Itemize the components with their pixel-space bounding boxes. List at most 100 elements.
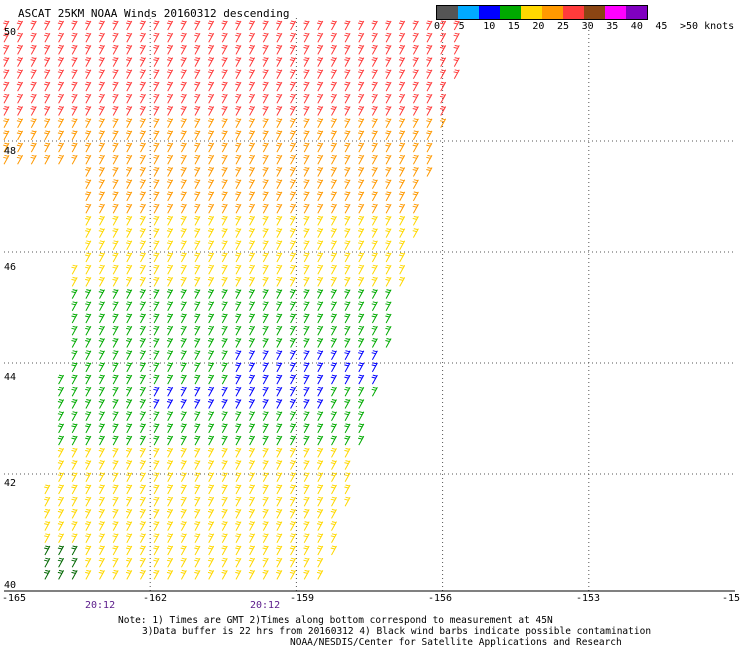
wind-barb bbox=[71, 447, 78, 458]
wind-barb bbox=[344, 325, 351, 336]
wind-barb bbox=[125, 106, 133, 116]
wind-barb bbox=[303, 81, 310, 92]
wind-barb bbox=[344, 423, 351, 434]
wind-barb bbox=[85, 338, 92, 348]
wind-barb bbox=[248, 557, 256, 568]
wind-barb bbox=[453, 20, 460, 31]
wind-barb bbox=[125, 435, 133, 446]
wind-barb bbox=[371, 154, 378, 165]
wind-barb bbox=[276, 460, 283, 470]
wind-barb bbox=[207, 215, 215, 226]
wind-barb bbox=[398, 69, 406, 80]
wind-barb bbox=[385, 313, 392, 324]
lat-label-44: 44 bbox=[4, 372, 17, 383]
wind-barb bbox=[289, 215, 297, 226]
wind-barb bbox=[71, 338, 78, 348]
wind-barb bbox=[98, 93, 105, 104]
wind-barb bbox=[98, 57, 105, 67]
wind-barb bbox=[112, 118, 119, 128]
wind-barb bbox=[262, 20, 269, 31]
wind-barb bbox=[139, 57, 146, 67]
wind-barb bbox=[262, 179, 269, 189]
wind-barb bbox=[426, 57, 433, 67]
note-line-2: 3)Data buffer is 22 hrs from 20160312 4)… bbox=[142, 626, 652, 637]
wind-barb bbox=[85, 130, 92, 141]
wind-barb bbox=[248, 130, 256, 141]
wind-barb bbox=[194, 106, 201, 116]
wind-barb bbox=[139, 521, 146, 531]
wind-barb bbox=[412, 154, 419, 165]
wind-barb bbox=[412, 130, 419, 141]
wind-barb bbox=[207, 460, 215, 470]
wind-barb bbox=[221, 338, 228, 348]
wind-barb bbox=[221, 57, 228, 67]
wind-barb bbox=[180, 130, 187, 141]
wind-barb bbox=[262, 276, 269, 287]
wind-barb bbox=[303, 264, 310, 275]
wind-barb bbox=[207, 179, 215, 189]
wind-barb bbox=[276, 93, 283, 104]
wind-barb bbox=[153, 313, 160, 324]
wind-barb bbox=[289, 521, 297, 531]
wind-barb bbox=[276, 179, 283, 189]
wind-barb bbox=[248, 167, 256, 177]
wind-barb bbox=[98, 447, 105, 458]
wind-barb bbox=[248, 289, 256, 299]
legend-swatch bbox=[437, 6, 458, 19]
wind-barb bbox=[221, 44, 228, 55]
wind-barb bbox=[235, 313, 242, 324]
wind-barb bbox=[235, 325, 242, 336]
wind-barb bbox=[262, 484, 269, 495]
wind-barb bbox=[289, 130, 297, 141]
wind-barb bbox=[371, 276, 378, 287]
wind-barb bbox=[316, 533, 324, 544]
wind-barb bbox=[357, 203, 365, 214]
wind-barb bbox=[3, 81, 10, 92]
wind-barb bbox=[71, 264, 78, 275]
wind-barb bbox=[166, 472, 174, 483]
wind-barb bbox=[344, 93, 351, 104]
wind-barb bbox=[357, 386, 365, 397]
wind-barb bbox=[262, 93, 269, 104]
wind-barb bbox=[235, 508, 242, 519]
wind-barb bbox=[398, 57, 406, 67]
wind-barb bbox=[289, 142, 297, 153]
wind-barb bbox=[194, 69, 201, 80]
wind-barb bbox=[357, 142, 365, 153]
wind-barb bbox=[71, 118, 78, 128]
wind-barb bbox=[262, 44, 269, 55]
wind-barb bbox=[248, 386, 256, 397]
wind-barb bbox=[289, 252, 297, 263]
wind-barb bbox=[248, 57, 256, 67]
wind-barb bbox=[194, 374, 201, 385]
wind-barb bbox=[316, 106, 324, 116]
wind-barb bbox=[248, 20, 256, 31]
wind-barb bbox=[248, 460, 256, 470]
wind-barb bbox=[194, 533, 201, 544]
wind-barb bbox=[371, 32, 378, 43]
wind-barb bbox=[235, 423, 242, 434]
legend-swatch bbox=[500, 6, 521, 19]
wind-barb bbox=[85, 472, 92, 483]
wind-barb bbox=[276, 44, 283, 55]
wind-barb bbox=[330, 362, 337, 373]
wind-barb bbox=[276, 276, 283, 287]
wind-barb bbox=[344, 69, 351, 80]
wind-barb bbox=[276, 411, 283, 421]
wind-barb bbox=[330, 81, 337, 92]
wind-barb bbox=[262, 69, 269, 80]
lon-label-150: -150 bbox=[722, 593, 740, 604]
wind-barb bbox=[166, 179, 174, 189]
wind-barb bbox=[289, 484, 297, 495]
wind-barb bbox=[289, 545, 297, 556]
wind-barb bbox=[453, 32, 460, 43]
wind-barb bbox=[262, 374, 269, 385]
wind-barb bbox=[3, 57, 10, 67]
wind-barb bbox=[57, 69, 65, 80]
wind-barb bbox=[71, 44, 78, 55]
wind-barb bbox=[194, 313, 201, 324]
wind-barb bbox=[44, 81, 51, 92]
wind-barb bbox=[180, 57, 187, 67]
wind-barb bbox=[262, 215, 269, 226]
wind-barb bbox=[289, 423, 297, 434]
